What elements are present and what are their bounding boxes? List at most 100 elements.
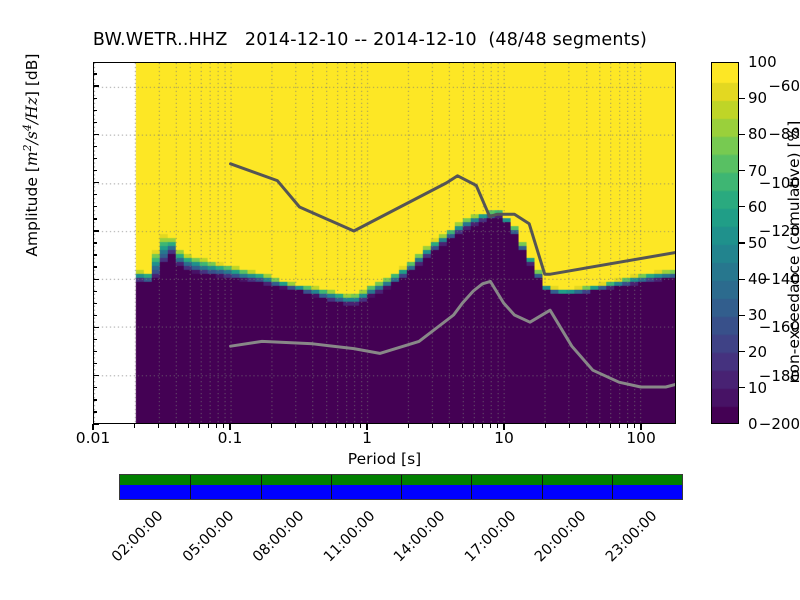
coverage-tick: [401, 475, 402, 499]
y-tick-mark: [93, 326, 99, 329]
colorbar-tick-mark: [739, 387, 745, 389]
x-tick-mark-minor: [311, 424, 314, 428]
colorbar-tick-label: 60: [748, 197, 768, 216]
y-tick-mark-minor: [93, 350, 97, 353]
x-tick-mark-minor: [462, 424, 464, 428]
colorbar-tick-label: 80: [748, 125, 768, 144]
coverage-tick: [330, 475, 332, 499]
colorbar-tick-label: 40: [748, 270, 768, 289]
y-tick-mark-minor: [93, 109, 97, 111]
x-tick-mark-minor: [216, 424, 218, 428]
x-tick-mark-minor: [431, 424, 434, 428]
y-tick-mark-minor: [93, 338, 97, 341]
y-tick-mark-minor: [93, 314, 97, 317]
x-tick-mark-minor: [270, 424, 272, 428]
y-tick-mark-minor: [93, 121, 97, 124]
colorbar-gradient: [712, 63, 738, 423]
x-tick-mark-minor: [208, 424, 210, 428]
y-tick-mark-minor: [93, 362, 97, 365]
y-tick-mark-minor: [93, 206, 97, 208]
x-tick-mark: [229, 424, 231, 430]
y-tick-mark-minor: [93, 145, 97, 148]
y-tick-mark: [93, 181, 99, 184]
y-tick-mark-minor: [93, 218, 97, 220]
x-tick-mark-minor: [544, 424, 546, 428]
colorbar-tick-label: 100: [748, 53, 777, 71]
x-tick-mark-minor: [497, 424, 499, 428]
x-tick-mark-minor: [490, 424, 492, 428]
colorbar[interactable]: [711, 62, 739, 424]
colorbar-tick-mark: [739, 278, 745, 280]
y-axis-label-prefix: Amplitude [: [23, 166, 42, 257]
x-tick-mark-minor: [223, 424, 225, 428]
colorbar-tick-mark: [739, 169, 745, 172]
x-tick-mark-minor: [360, 424, 362, 428]
colorbar-label: non-exceedance (cumulative) [%]: [785, 120, 800, 384]
y-tick-mark: [93, 133, 99, 136]
colorbar-tick-label: 30: [748, 306, 768, 325]
x-tick-mark-minor: [188, 424, 190, 428]
page-title: BW.WETR..HHZ 2014-12-10 -- 2014-12-10 (4…: [92, 30, 648, 50]
x-tick-mark-minor: [627, 424, 629, 428]
coverage-time-label: 17:00:00: [461, 508, 520, 566]
coverage-time-label: 02:00:00: [109, 508, 167, 566]
x-tick-mark: [640, 424, 642, 430]
coverage-tick: [471, 475, 473, 499]
y-tick-mark-minor: [93, 157, 97, 160]
coverage-time-label: 05:00:00: [179, 508, 238, 566]
x-tick-mark-minor: [482, 424, 484, 428]
coverage-time-label: 20:00:00: [532, 508, 590, 566]
x-tick-mark: [366, 424, 368, 430]
y-tick-label: −200: [758, 415, 800, 433]
colorbar-tick-mark: [739, 97, 745, 99]
x-tick-mark: [92, 424, 94, 430]
x-tick-label: 1: [362, 429, 372, 447]
y-tick-mark-minor: [93, 266, 97, 268]
y-tick-label: −100: [758, 173, 800, 192]
colorbar-tick-mark: [739, 350, 745, 353]
x-tick-mark-minor: [157, 424, 160, 428]
y-tick-label: −180: [758, 366, 800, 385]
x-tick-label: 100: [626, 429, 656, 447]
y-tick-mark-minor: [93, 399, 97, 401]
y-axis-label: Amplitude [m2/s4/Hz] [dB]: [21, 0, 41, 320]
x-tick-mark-minor: [345, 424, 347, 428]
x-tick-label: 10: [494, 429, 514, 447]
coverage-time-label: 14:00:00: [391, 508, 449, 566]
plot-gridlines: [94, 63, 675, 423]
x-tick-mark-minor: [599, 424, 601, 428]
x-tick-mark-minor: [472, 424, 475, 428]
colorbar-tick-label: 20: [748, 342, 768, 361]
y-axis-label-suffix: ] [dB]: [23, 53, 42, 98]
y-tick-mark-minor: [93, 73, 97, 75]
coverage-tick: [611, 475, 613, 499]
colorbar-tick-label: 70: [748, 161, 768, 180]
x-tick-mark-minor: [609, 424, 612, 428]
y-tick-mark-minor: [93, 254, 97, 256]
colorbar-tick-mark: [739, 242, 745, 244]
colorbar-tick-label: 0: [748, 415, 758, 433]
data-coverage-bar[interactable]: [119, 474, 683, 500]
y-tick-mark: [93, 230, 99, 232]
y-tick-mark-minor: [93, 411, 97, 413]
y-tick-mark: [93, 278, 99, 280]
colorbar-tick-label: 10: [748, 378, 768, 397]
x-tick-mark-minor: [585, 424, 588, 428]
x-tick-mark-minor: [619, 424, 621, 428]
y-tick-mark: [93, 375, 99, 377]
y-tick-mark-minor: [93, 169, 97, 172]
coverage-time-label: 11:00:00: [320, 508, 379, 566]
colorbar-tick-mark: [739, 133, 745, 136]
ppsd-plot-area[interactable]: [93, 62, 676, 424]
y-tick-mark-minor: [93, 242, 97, 244]
y-axis-label-units: m2/s4/Hz: [20, 97, 42, 167]
y-tick-mark-minor: [93, 194, 97, 196]
coverage-time-label: 23:00:00: [602, 508, 661, 566]
colorbar-tick-label: 50: [748, 234, 768, 252]
y-tick-label: −80: [768, 125, 800, 144]
x-tick-mark-minor: [353, 424, 355, 428]
colorbar-tick-mark: [739, 206, 745, 208]
coverage-tick: [260, 475, 262, 499]
y-tick-mark-minor: [93, 302, 97, 305]
x-tick-mark-minor: [568, 424, 571, 428]
